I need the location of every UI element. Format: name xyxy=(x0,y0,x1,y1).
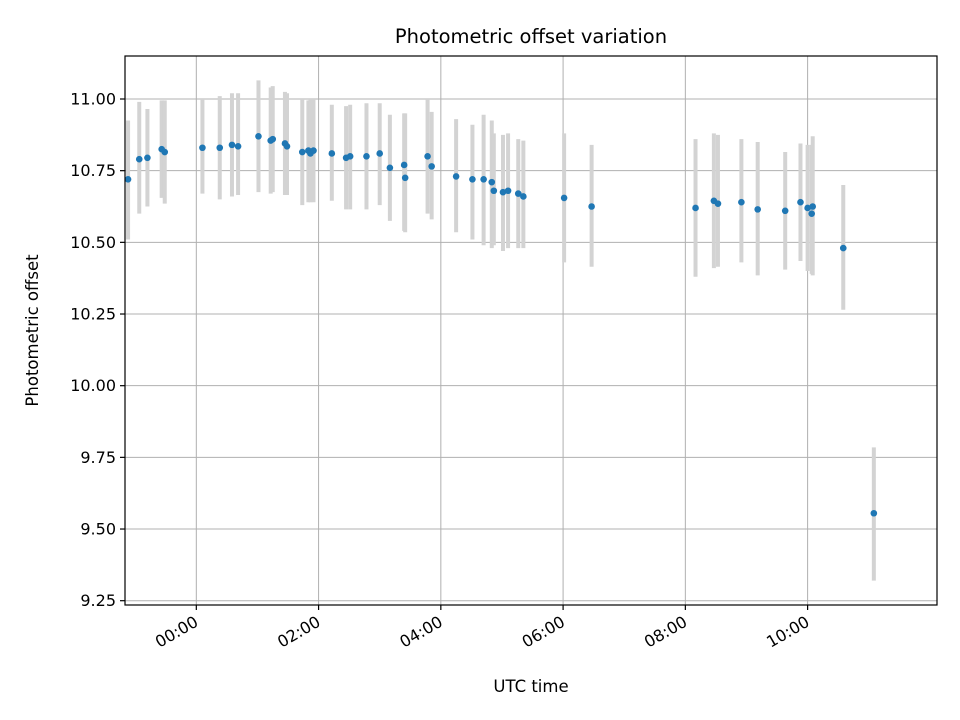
y-tick-label: 10.25 xyxy=(70,305,116,324)
data-point xyxy=(269,135,277,143)
plot-frame xyxy=(124,55,938,606)
chart-title: Photometric offset variation xyxy=(395,25,667,48)
y-tick-label: 11.00 xyxy=(70,90,116,109)
data-point xyxy=(520,193,527,200)
data-point xyxy=(738,198,745,206)
data-point xyxy=(797,198,804,206)
data-point xyxy=(124,175,132,183)
data-point xyxy=(499,188,507,196)
y-axis-label: Photometric offset xyxy=(23,254,42,407)
y-tick-label: 9.75 xyxy=(80,448,116,467)
data-point xyxy=(754,206,761,213)
data-point xyxy=(560,194,568,202)
data-point xyxy=(588,203,595,210)
data-point xyxy=(714,200,722,207)
data-point xyxy=(480,175,487,183)
data-point xyxy=(310,147,317,154)
data-point xyxy=(804,204,811,212)
data-point xyxy=(424,153,431,160)
data-point xyxy=(199,144,206,152)
data-point xyxy=(692,204,699,212)
y-tick-label: 9.50 xyxy=(80,520,116,539)
data-point xyxy=(283,143,291,150)
data-point xyxy=(234,143,242,150)
data-point xyxy=(428,163,435,170)
data-point xyxy=(490,187,498,195)
data-point xyxy=(488,178,496,186)
data-point xyxy=(216,144,224,152)
y-tick-label: 9.25 xyxy=(80,591,116,610)
data-point-layer xyxy=(124,132,878,517)
x-axis-label: UTC time xyxy=(493,677,568,696)
data-point xyxy=(363,153,370,160)
data-point xyxy=(400,161,408,169)
data-point xyxy=(298,148,306,156)
data-point xyxy=(346,153,354,160)
data-point xyxy=(376,150,384,157)
data-point xyxy=(386,164,394,172)
data-point xyxy=(144,154,151,162)
data-point xyxy=(228,141,236,149)
data-point xyxy=(839,244,847,252)
data-point xyxy=(161,148,169,156)
data-point xyxy=(809,203,817,210)
y-tick-label: 10.00 xyxy=(70,376,116,395)
data-point xyxy=(255,132,262,140)
data-point xyxy=(452,173,460,180)
data-point xyxy=(870,509,878,517)
data-point xyxy=(401,174,409,182)
data-point xyxy=(135,155,143,163)
data-point xyxy=(781,207,789,215)
data-point xyxy=(504,187,512,195)
data-point xyxy=(808,210,815,217)
y-tick-label: 10.50 xyxy=(70,233,116,252)
y-tick-label: 10.75 xyxy=(70,161,116,180)
data-point xyxy=(469,175,476,183)
data-point xyxy=(328,150,336,157)
data-point xyxy=(514,190,522,197)
